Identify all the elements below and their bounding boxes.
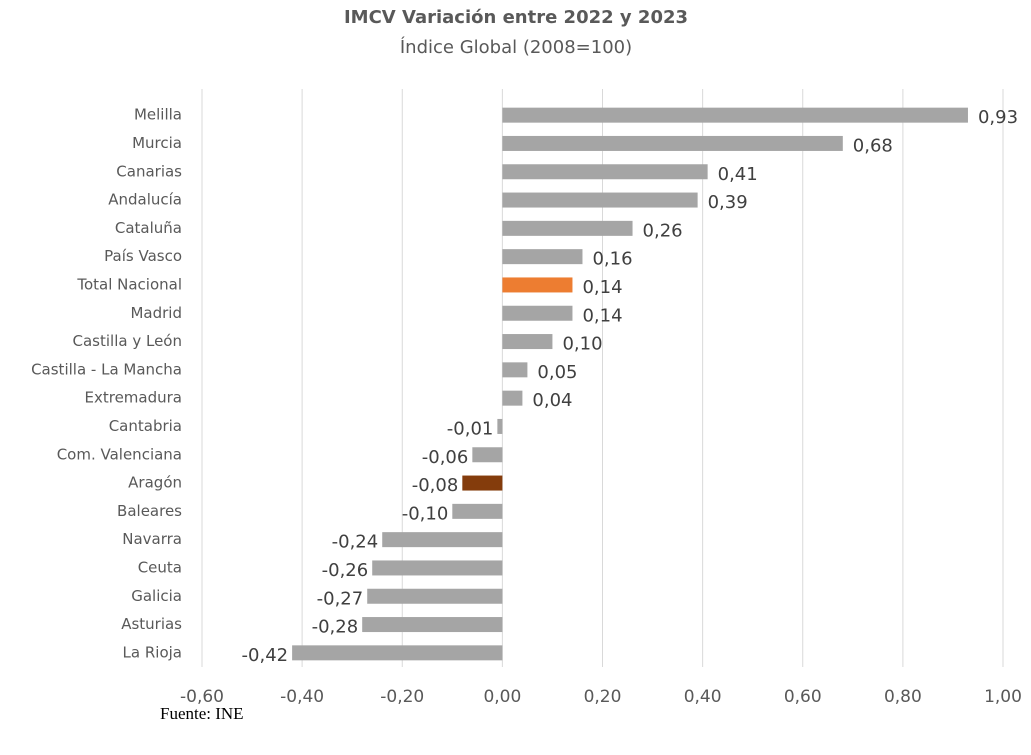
x-tick-label: 0,40 [684, 687, 722, 707]
bar [502, 135, 843, 151]
data-label: -0,08 [412, 475, 459, 496]
x-tick-label: 0,20 [584, 687, 622, 707]
y-tick-label: La Rioja [123, 643, 182, 661]
bar [382, 532, 503, 548]
y-tick-label: Baleares [117, 502, 182, 520]
bar [502, 192, 698, 208]
y-tick-label: Castilla y León [73, 332, 182, 350]
data-label: 0,10 [562, 334, 602, 355]
data-label: 0,39 [708, 192, 748, 213]
y-tick-label: Ceuta [138, 558, 182, 576]
data-label: -0,06 [422, 447, 469, 468]
x-tick-label: 0,80 [884, 687, 922, 707]
data-label: -0,26 [322, 560, 369, 581]
bar [502, 164, 708, 180]
bar [502, 107, 968, 123]
data-label: 0,14 [582, 305, 622, 326]
data-label: 0,93 [978, 107, 1018, 128]
y-tick-label: Murcia [132, 134, 182, 152]
y-tick-label: Andalucía [108, 191, 182, 209]
y-tick-label: Melilla [134, 106, 182, 124]
y-tick-label: Aragón [128, 474, 182, 492]
y-tick-label: Total Nacional [76, 275, 182, 293]
data-label: 0,14 [582, 277, 622, 298]
y-tick-label: Com. Valenciana [57, 445, 182, 463]
y-tick-label: Navarra [122, 530, 182, 548]
bar [472, 447, 503, 463]
bar [292, 645, 503, 661]
data-label: -0,01 [447, 418, 494, 439]
bar [502, 249, 583, 265]
data-label: 0,16 [592, 249, 632, 270]
data-label: 0,41 [718, 164, 758, 185]
data-label: 0,26 [643, 220, 683, 241]
bar [502, 305, 573, 321]
data-label: -0,24 [332, 532, 379, 553]
bar [497, 418, 503, 434]
y-tick-label: Asturias [121, 615, 182, 633]
data-label: -0,28 [312, 617, 359, 638]
y-tick-label: Galicia [131, 587, 182, 605]
data-label: -0,42 [242, 645, 289, 666]
bar [462, 475, 503, 491]
bar [502, 220, 633, 236]
bar [452, 503, 503, 519]
data-label: -0,10 [402, 503, 449, 524]
x-tick-label: 0,60 [784, 687, 822, 707]
bar [362, 617, 503, 633]
y-tick-label: Extremadura [85, 389, 183, 407]
bar [367, 588, 503, 604]
bar [502, 362, 528, 378]
y-tick-label: País Vasco [104, 247, 182, 265]
y-tick-label: Castilla - La Mancha [31, 360, 182, 378]
y-tick-label: Cataluña [115, 219, 182, 237]
x-tick-label: -0,20 [380, 687, 424, 707]
bar [372, 560, 503, 576]
bar [502, 277, 573, 293]
data-label: 0,04 [532, 390, 572, 411]
y-tick-label: Canarias [116, 162, 182, 180]
x-tick-label: 1,00 [984, 687, 1022, 707]
x-tick-label: -0,40 [280, 687, 324, 707]
x-tick-label: -0,60 [180, 687, 224, 707]
x-tick-label: 0,00 [483, 687, 521, 707]
data-label: -0,27 [317, 588, 364, 609]
bar [502, 390, 523, 406]
chart-title: IMCV Variación entre 2022 y 2023 [344, 7, 688, 28]
bar [502, 334, 553, 350]
data-label: 0,05 [537, 362, 577, 383]
source-note: Fuente: INE [160, 704, 244, 723]
y-tick-label: Madrid [130, 304, 182, 322]
data-label: 0,68 [853, 135, 893, 156]
chart-subtitle: Índice Global (2008=100) [400, 36, 632, 58]
y-tick-label: Cantabria [109, 417, 182, 435]
